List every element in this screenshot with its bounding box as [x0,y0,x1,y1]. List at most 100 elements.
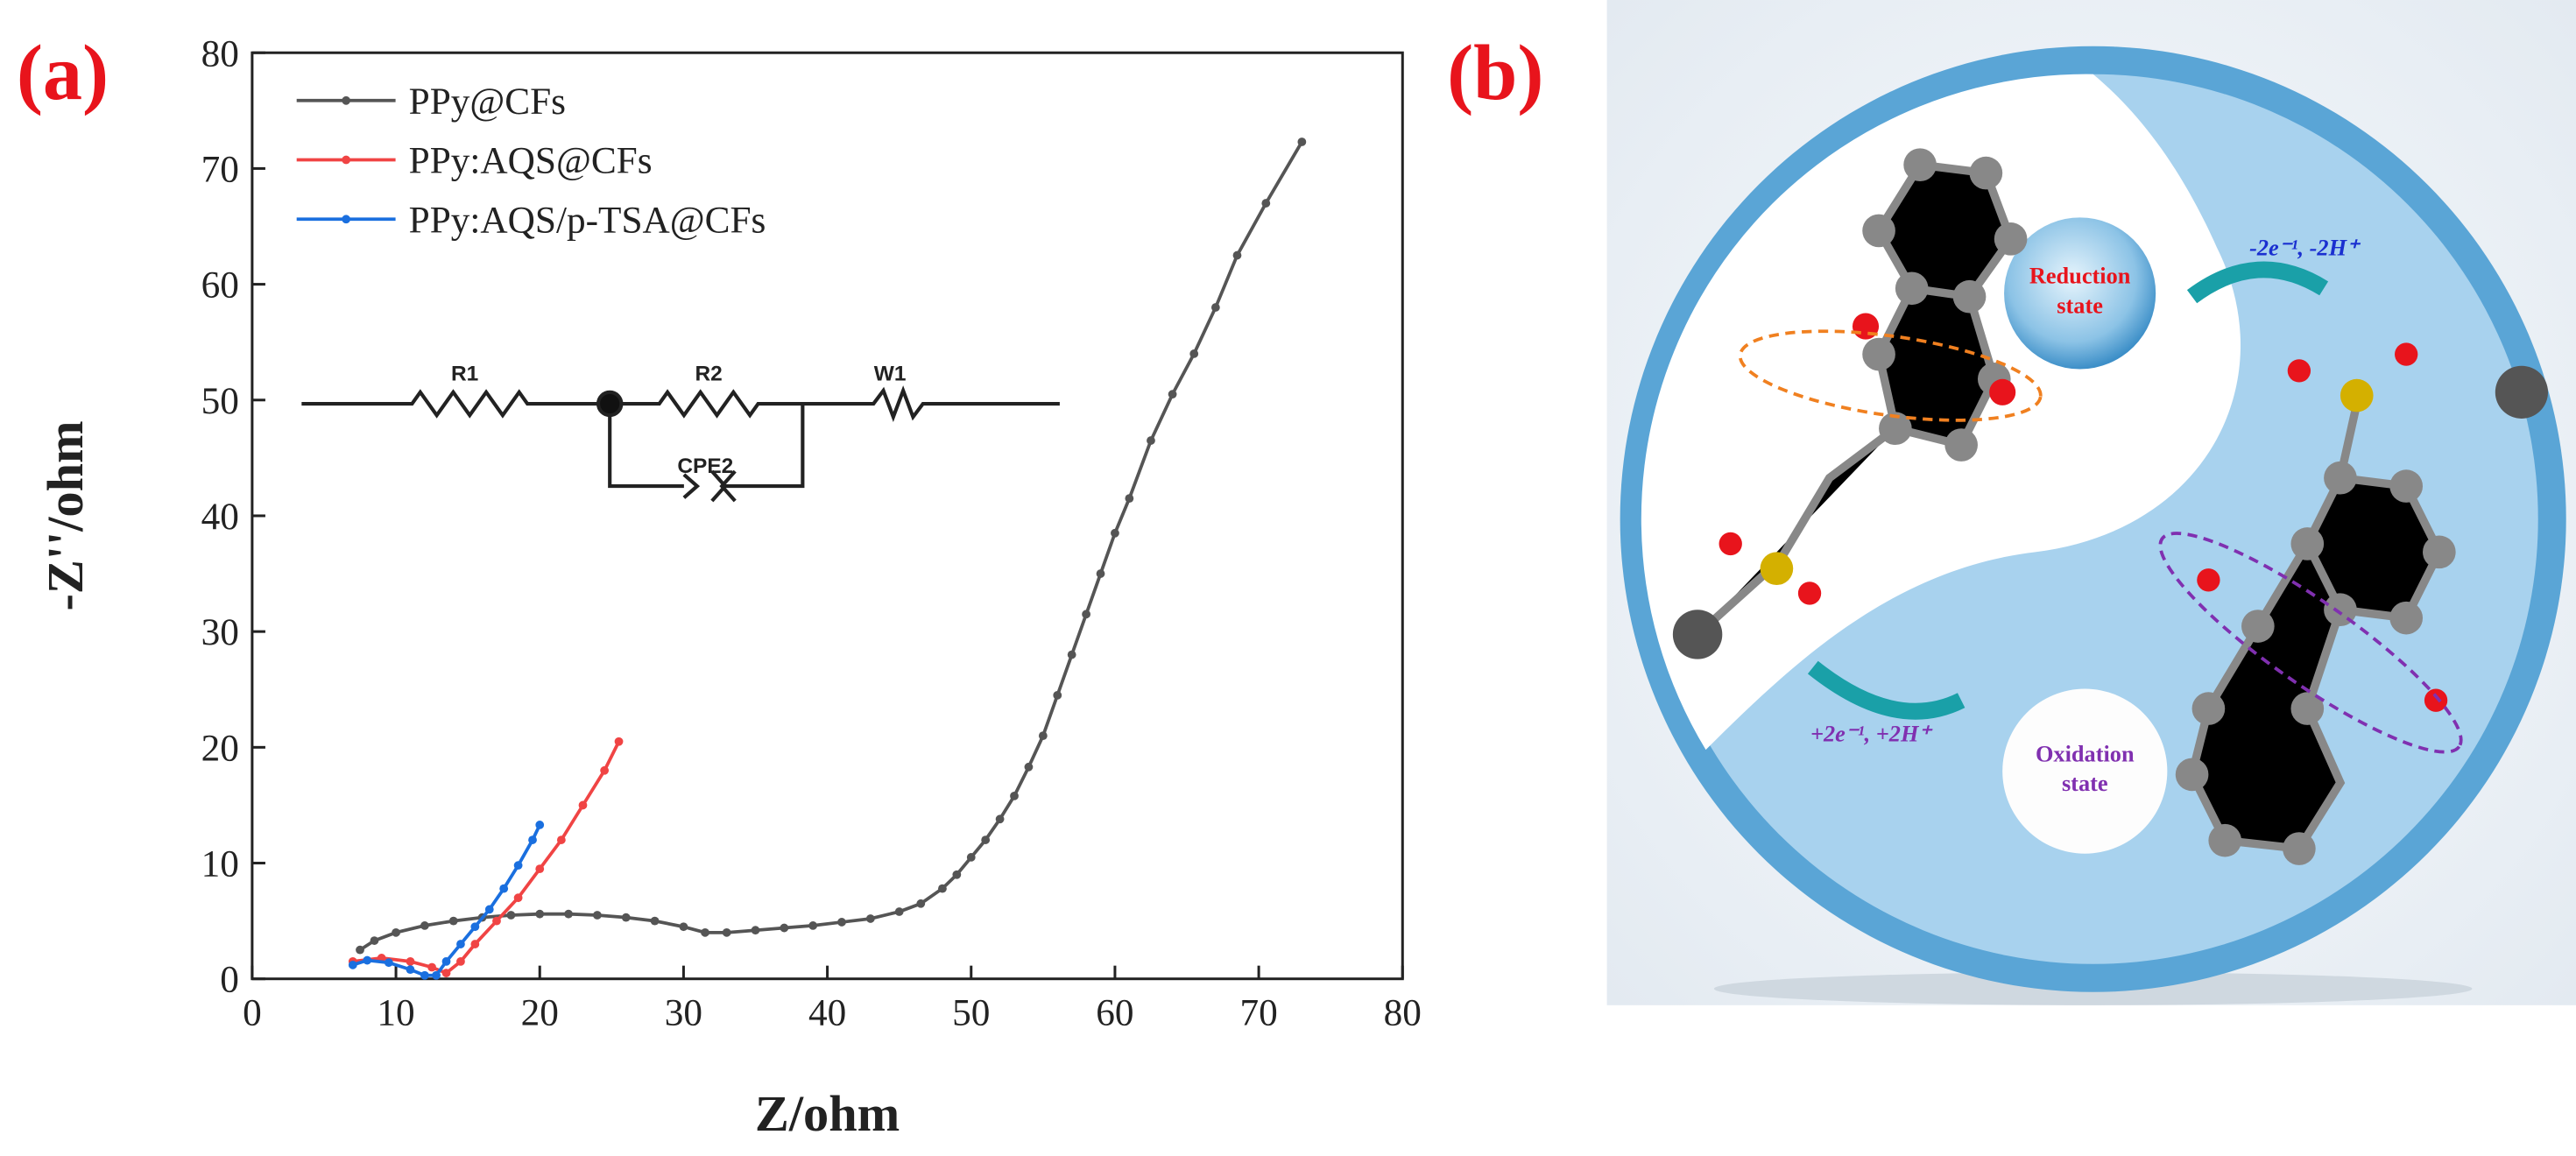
data-point [392,927,400,937]
data-point [427,962,436,972]
data-point [513,893,523,903]
data-point [535,864,545,874]
data-point [432,970,441,980]
sulfur-atoms [1760,378,2374,585]
circuit-label: CPE2 [677,455,733,478]
legend-label: PPy@CFs [409,81,566,123]
data-point [384,958,393,968]
data-point [865,914,875,923]
data-point [966,853,976,862]
data-point [1111,528,1119,538]
state-label: Oxidation [2036,741,2135,766]
data-point [1053,690,1062,700]
data-point [1038,731,1048,741]
data-point [916,899,926,908]
circuit-label: R1 [451,363,478,386]
legend-label: PPy:AQS@CFs [409,140,653,182]
data-point [600,765,610,775]
y-tick-label: 0 [220,959,239,1001]
data-point [420,970,429,980]
data-point [701,927,709,937]
data-point [456,940,465,948]
data-point [363,955,372,965]
data-point [952,870,962,879]
plot-frame [251,51,1404,981]
data-point [1096,569,1105,578]
data-point [492,916,501,926]
data-point [780,923,789,933]
data-point [995,814,1005,824]
data-point [614,737,624,746]
data-point [1125,494,1134,504]
data-point [1010,791,1019,800]
y-tick-label: 60 [201,264,239,307]
circuit-label: R2 [695,363,722,386]
x-tick-label: 50 [952,991,990,1033]
data-point [1147,436,1155,445]
data-point [535,909,545,919]
arrow [2186,261,2329,304]
data-point [528,835,537,844]
state-label: state [2062,771,2108,796]
series-line [352,740,621,976]
data-point [506,911,516,920]
data-point [679,922,688,932]
x-tick-label: 10 [377,991,414,1033]
data-point [441,969,451,977]
data-point [722,927,731,937]
oxidation-ball [2002,688,2168,854]
x-tick-label: 70 [1239,991,1277,1033]
data-point [499,884,509,893]
data-point [1067,650,1076,659]
x-tick-label: 40 [808,991,846,1033]
legend-marker [342,215,351,224]
reduction-ball [2004,217,2156,370]
data-point [578,800,588,810]
y-tick-label: 20 [201,727,239,769]
y-tick-label: 40 [201,496,239,538]
data-point [370,936,379,945]
y-tick-label: 80 [201,32,239,74]
y-tick-label: 10 [201,843,239,885]
legend-marker [342,95,351,105]
legend-label: PPy:AQS/p-TSA@CFs [409,199,766,241]
data-point [470,940,480,948]
data-point [938,884,947,893]
data-point [1189,349,1199,358]
data-point [751,926,760,935]
reaction-label: -2e⁻¹, -2H⁺ [2249,236,2361,261]
data-point [1168,390,1177,399]
data-point [513,861,523,871]
y-tick-label: 70 [201,148,239,190]
data-point [441,956,451,966]
y-axis-label: -Z''/ohm [37,420,94,610]
arrow [1807,660,1966,720]
highlight-ring [2158,532,2463,754]
y-tick-label: 30 [201,611,239,653]
data-point [1082,610,1090,619]
x-tick-label: 30 [665,991,702,1033]
data-point [484,905,494,914]
x-tick-label: 0 [243,991,262,1033]
x-tick-label: 20 [521,991,559,1033]
data-point [1024,762,1034,772]
legend-marker [342,155,351,165]
data-point [981,835,991,844]
series-line [359,141,1303,952]
circuit [301,385,1060,503]
data-point [556,835,566,844]
state-label: state [2057,293,2103,319]
data-point [448,916,458,926]
data-point [406,956,415,966]
panel-label: (a) [17,29,109,116]
reaction-label: +2e⁻¹, +2H⁺ [1810,722,1933,747]
data-point [420,921,429,930]
highlight-ring [1738,329,2043,422]
data-point [406,965,415,975]
data-point [894,907,904,916]
data-point [1232,250,1242,260]
x-tick-label: 60 [1096,991,1133,1033]
circuit-label: W1 [874,363,907,386]
state-label: Reduction [2029,264,2131,289]
